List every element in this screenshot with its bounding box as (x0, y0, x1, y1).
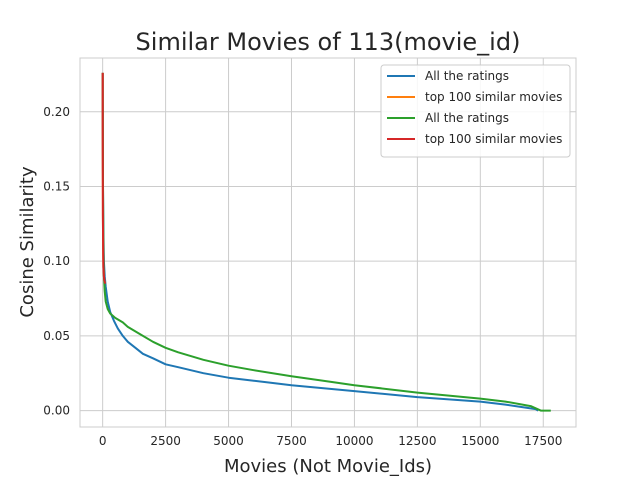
y-axis-label: Cosine Similarity (17, 166, 38, 318)
legend: All the ratings top 100 similar movies All… (380, 64, 571, 158)
x-tick-label: 0 (99, 434, 107, 448)
series-line-4 (101, 72, 107, 284)
y-tick-label: 0.10 (43, 254, 70, 268)
x-tick-label: 12500 (398, 434, 436, 448)
y-tick-label: 0.20 (43, 105, 70, 119)
x-tick-label: 15000 (461, 434, 499, 448)
tick-labels: 0 2500 5000 7500 10000 12500 15000 17500 0.00 0.0… (43, 105, 562, 448)
x-tick-label: 7500 (276, 434, 307, 448)
y-tick-label: 0.05 (43, 329, 70, 343)
y-tick-label: 0.00 (43, 404, 70, 418)
x-tick-label: 2500 (150, 434, 181, 448)
x-axis-label: Movies (Not Movie_Ids) (224, 456, 432, 477)
legend-label: top 100 similar movies (425, 132, 562, 146)
x-tick-label: 10000 (335, 434, 373, 448)
chart-title: Similar Movies of 113(movie_id) (136, 28, 521, 56)
x-tick-label: 5000 (213, 434, 244, 448)
series-layer (101, 72, 551, 412)
x-tick-label: 17500 (524, 434, 562, 448)
legend-label: All the ratings (425, 69, 509, 83)
legend-label: All the ratings (425, 111, 509, 125)
legend-box (380, 64, 571, 158)
y-tick-label: 0.15 (43, 179, 70, 193)
legend-label: top 100 similar movies (425, 90, 562, 104)
